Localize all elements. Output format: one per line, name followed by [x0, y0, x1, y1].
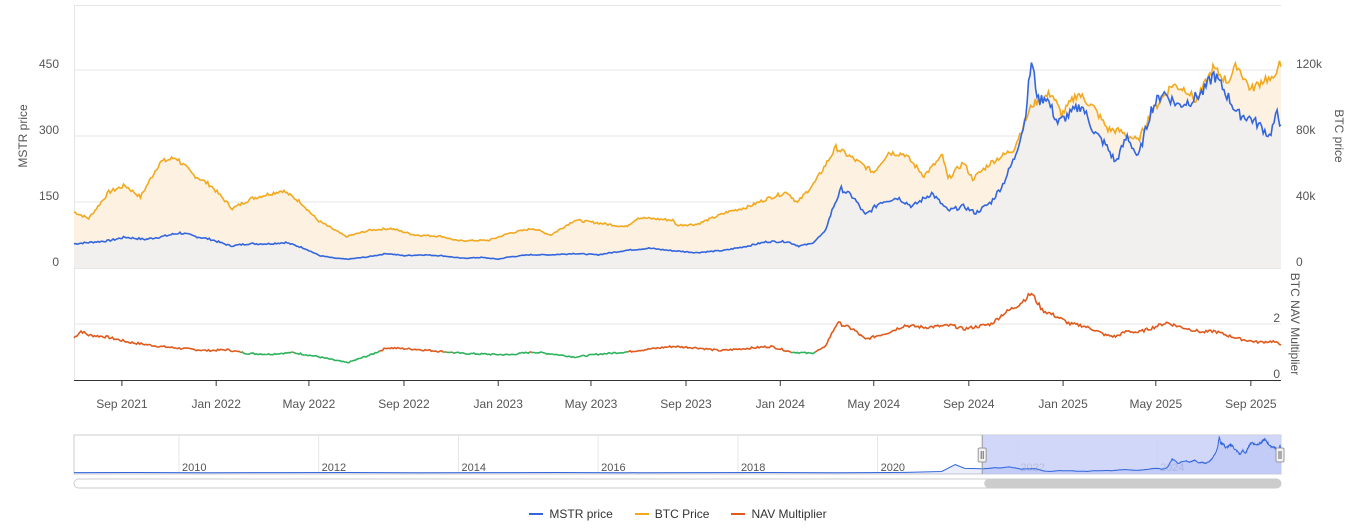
y-nav-tick-label: 2: [1273, 311, 1280, 325]
scrollbar-thumb[interactable]: [984, 479, 1281, 488]
x-tick-label: May 2024: [847, 397, 900, 411]
handle-grip: [1275, 447, 1285, 463]
legend-label-btc: BTC Price: [654, 507, 710, 521]
nav-multiplier-line: [791, 351, 817, 355]
y-nav-axis-title: BTC NAV Multiplier: [1288, 273, 1302, 375]
x-tick-label: Jan 2023: [474, 397, 524, 411]
mstr-area: [74, 62, 1281, 268]
x-tick-label: Sep 2023: [660, 397, 712, 411]
navigator-year-label: 2016: [601, 462, 625, 474]
x-tick-label: Jan 2022: [191, 397, 241, 411]
legend-swatch-nav: [731, 513, 746, 515]
navigator-year-label: 2012: [322, 462, 346, 474]
legend-item-nav[interactable]: NAV Multiplier: [731, 507, 827, 521]
x-tick-label: May 2023: [565, 397, 618, 411]
y-left-tick-label: 450: [39, 57, 59, 71]
nav-multiplier-line: [292, 350, 381, 364]
y-right-tick-label: 40k: [1296, 189, 1316, 203]
y-left-tick-label: 150: [39, 189, 59, 203]
y-right-axis-title: BTC price: [1332, 109, 1346, 163]
nav-multiplier-line: [450, 351, 453, 354]
navigator-area: [74, 437, 1281, 474]
x-tick-label: Sep 2025: [1225, 397, 1277, 411]
nav-multiplier-line: [529, 350, 532, 354]
x-tick-label: Jan 2025: [1038, 397, 1088, 411]
series-lines: [73, 60, 1282, 364]
legend-label-mstr: MSTR price: [549, 507, 613, 521]
nav-multiplier-line: [444, 350, 447, 354]
nav-multiplier-line: [531, 351, 628, 359]
navigator-year-label: 2020: [881, 462, 905, 474]
range-navigator[interactable]: 20102012201420162018202020222024: [73, 434, 1285, 489]
nav-multiplier-line: [446, 351, 452, 354]
x-tick-label: May 2025: [1129, 397, 1182, 411]
y-nav-tick-label: 0: [1273, 367, 1280, 381]
navigator-year-label: 2010: [182, 462, 206, 474]
y-left-tick-label: 300: [39, 123, 59, 137]
x-tick-label: Sep 2022: [378, 397, 430, 411]
x-tick-label: Sep 2024: [943, 397, 995, 411]
y-left-axis-title: MSTR price: [16, 104, 30, 168]
x-tick-label: May 2022: [283, 397, 336, 411]
legend-item-btc[interactable]: BTC Price: [634, 507, 710, 521]
legend-swatch-btc: [634, 513, 649, 515]
navigator-year-label: 2018: [741, 462, 765, 474]
x-tick-label: Jan 2024: [756, 397, 806, 411]
legend-item-mstr[interactable]: MSTR price: [529, 507, 613, 521]
navigator-year-label: 2014: [461, 462, 485, 474]
y-right-tick-label: 120k: [1296, 57, 1323, 71]
navigator-series-line: [73, 435, 1282, 474]
y-right-tick-label: 80k: [1296, 123, 1316, 137]
y-left-tick-label: 0: [52, 255, 59, 269]
nav-multiplier-line: [73, 329, 242, 354]
legend: MSTR price BTC Price NAV Multiplier: [0, 503, 1356, 525]
legend-swatch-mstr: [529, 513, 544, 515]
axes: 0 150 300 450 0 40k 80k 120k 0 2 Sep 2021 Jan 2022 M…: [39, 57, 1323, 411]
nav-multiplier-line: [815, 292, 1282, 353]
nav-multiplier-line: [379, 346, 444, 353]
legend-label-nav: NAV Multiplier: [751, 507, 827, 521]
nav-multiplier-line: [627, 344, 792, 354]
navigator-selection: [982, 435, 1281, 474]
handle-grip: [977, 447, 987, 463]
navigator-right-handle[interactable]: [1275, 447, 1285, 463]
series-areas: [74, 60, 1281, 268]
nav-multiplier-line: [452, 351, 531, 357]
y-right-tick-label: 0: [1296, 255, 1303, 269]
btc-price-line: [73, 60, 1282, 243]
navigator-left-handle[interactable]: [977, 447, 987, 463]
x-tick-label: Sep 2021: [96, 397, 148, 411]
mstr-price-line: [73, 62, 1282, 261]
nav-multiplier-line: [240, 351, 292, 356]
nav-multiplier-line: [443, 350, 446, 354]
